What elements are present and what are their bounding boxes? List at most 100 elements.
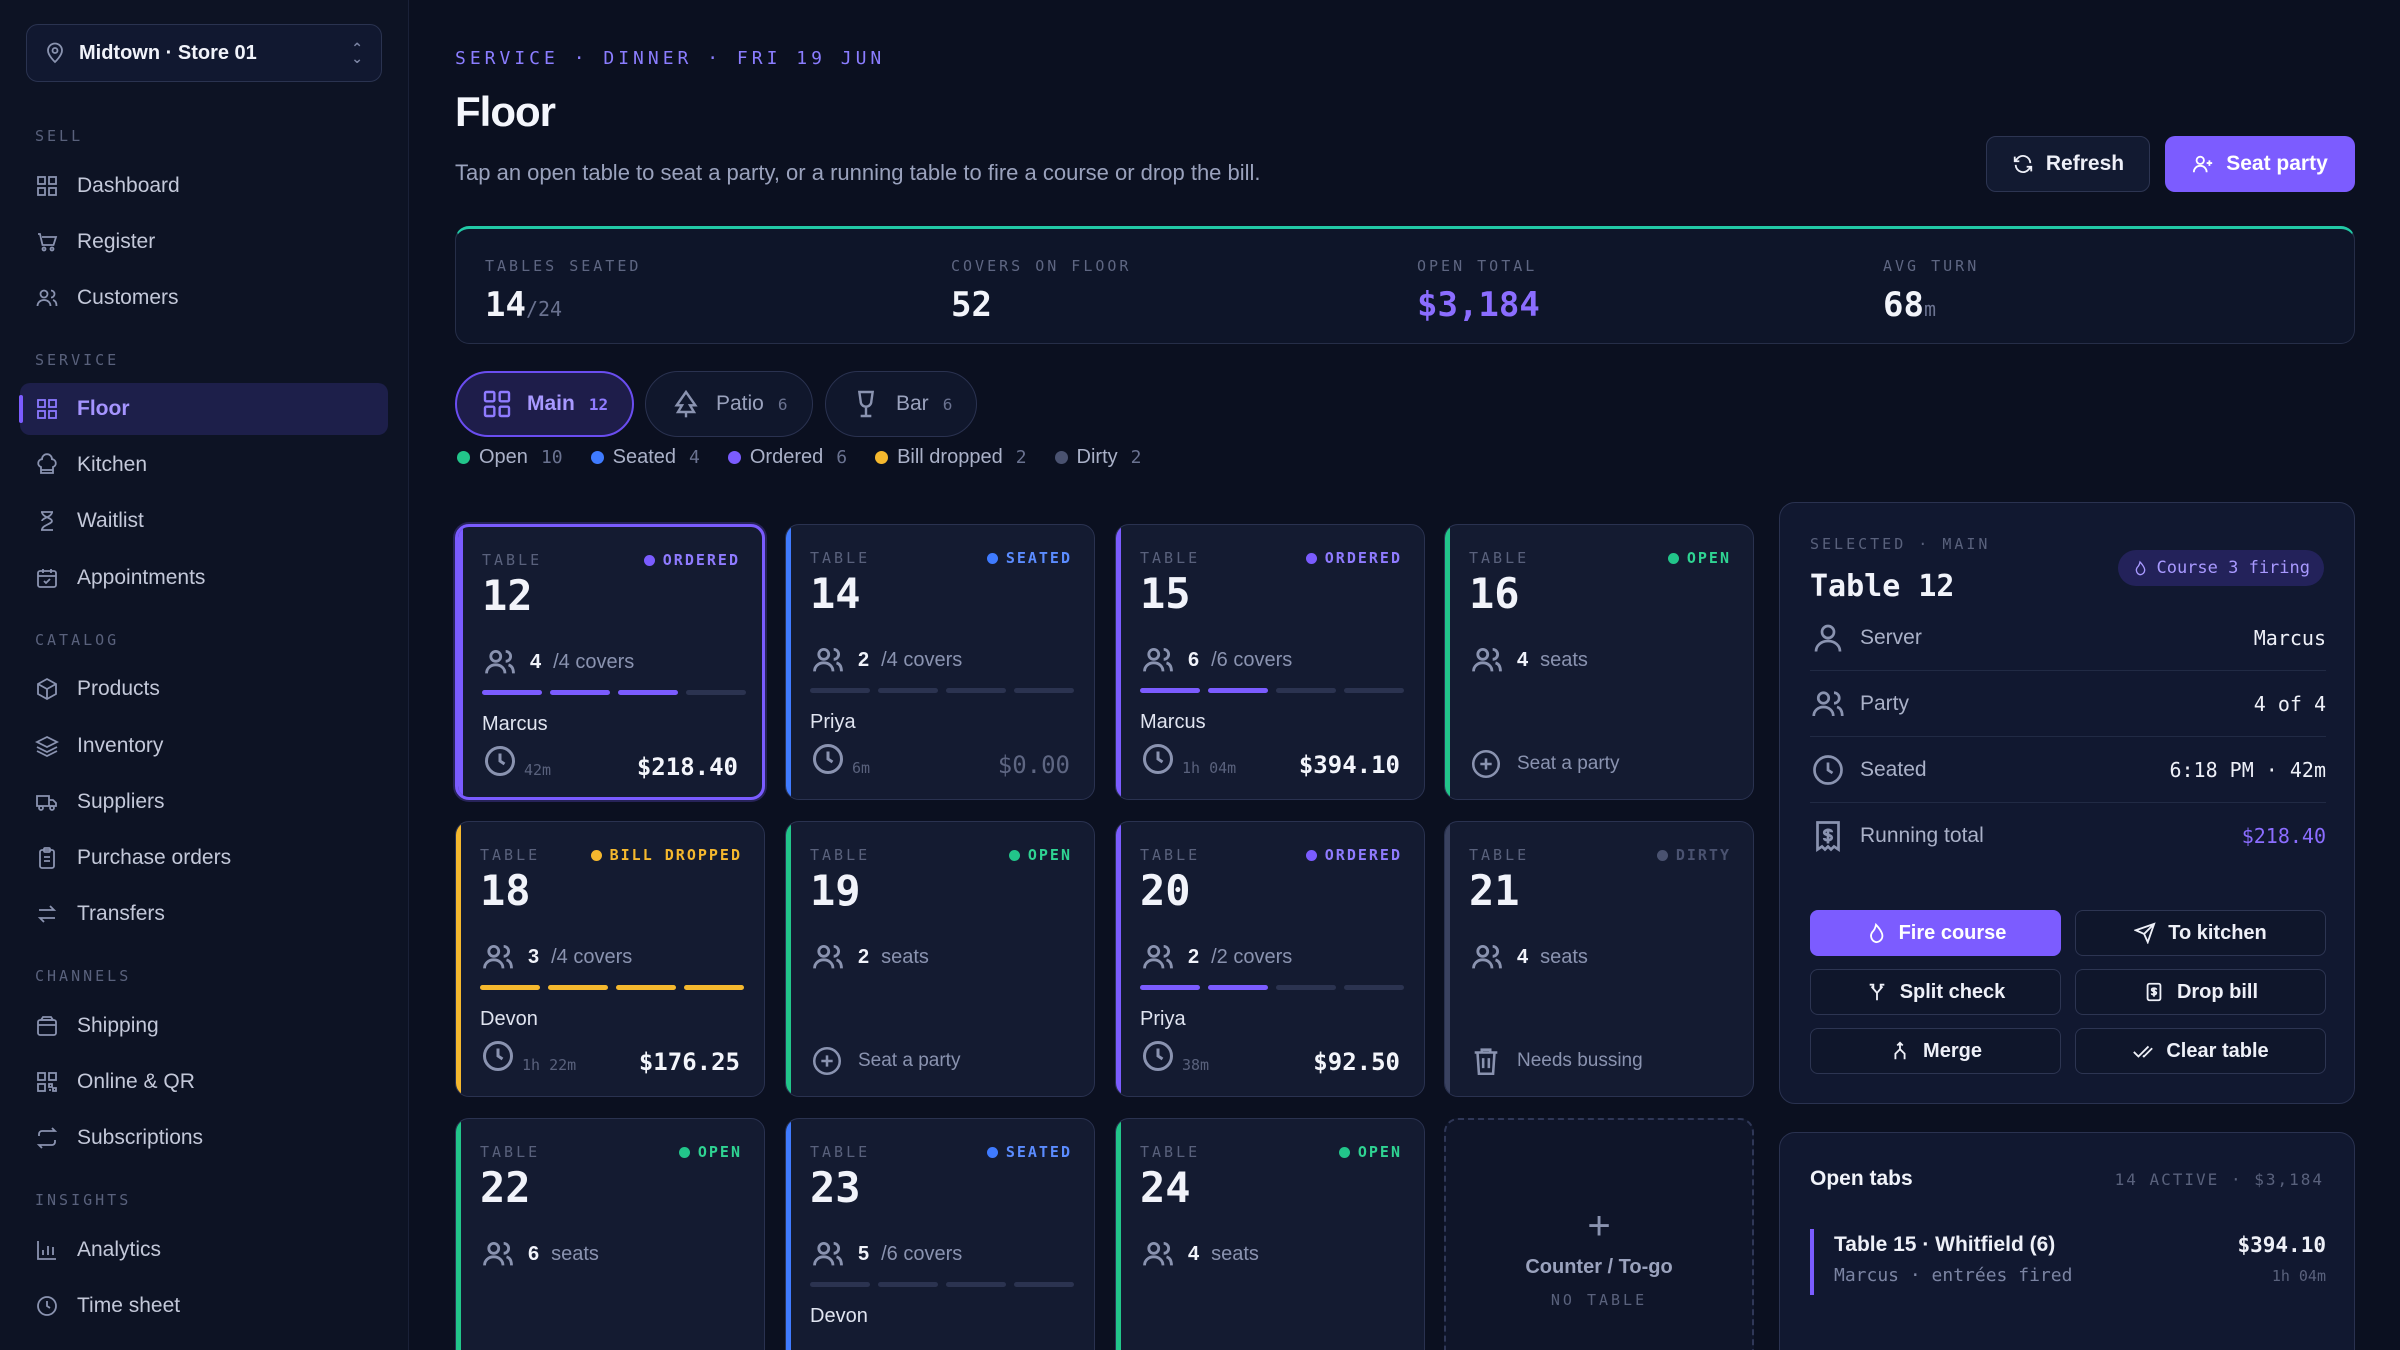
nav-item-kitchen[interactable]: Kitchen (20, 439, 388, 491)
open-tab-item[interactable]: Table 15 · Whitfield (6) Marcus · entrée… (1810, 1229, 2326, 1295)
server-name: Devon (480, 1008, 538, 1030)
split-icon (1869, 983, 1885, 1001)
covers: 6/6 covers (1140, 643, 1292, 677)
clock-icon (37, 1296, 57, 1316)
nav-item-waitlist[interactable]: Waitlist (20, 495, 388, 547)
nav-item-customers[interactable]: Customers (20, 272, 388, 324)
table-card-14[interactable]: TABLE 14 SEATED 2/4 covers Priya 6m $0.00 (785, 524, 1095, 800)
nav-item-products[interactable]: Products (20, 663, 388, 715)
refresh-label: Refresh (2045, 152, 2125, 175)
table-label: TABLE (810, 846, 871, 864)
nav-section-catalog: CATALOG (35, 631, 120, 649)
status-badge: OPEN (1338, 1143, 1402, 1161)
table-amount: $176.25 (638, 1048, 740, 1076)
store-name: Midtown · Store 01 (79, 41, 257, 64)
clock-icon (813, 744, 843, 774)
legend-ordered: Ordered 6 (727, 446, 847, 469)
table-label: TABLE (810, 549, 871, 567)
table-card-15[interactable]: TABLE 15 ORDERED 6/6 covers Marcus 1h 04m $394… (1115, 524, 1425, 800)
table-label: TABLE (1140, 549, 1201, 567)
table-card-24[interactable]: TABLE 24 OPEN 4 seats (1115, 1118, 1425, 1350)
counter-label: Counter / To-go (1525, 1256, 1673, 1278)
legend-seated: Seated 4 (590, 446, 700, 469)
table-action[interactable]: Seat a party (1469, 747, 1619, 781)
users-icon (36, 289, 58, 307)
merge-button[interactable]: Merge (1810, 1028, 2061, 1074)
to-kitchen-button[interactable]: To kitchen (2075, 910, 2326, 956)
table-card-16[interactable]: TABLE 16 OPEN 4 seats Seat a party (1444, 524, 1754, 800)
tab-bar[interactable]: Bar 6 (825, 371, 978, 437)
nav-item-time-sheet[interactable]: Time sheet (20, 1280, 388, 1332)
detail-row-total: Running total $218.40 (1810, 803, 2326, 869)
detail-row-server: Server Marcus (1810, 605, 2326, 671)
table-action[interactable]: Needs bussing (1469, 1044, 1643, 1078)
refresh-button[interactable]: Refresh (1986, 136, 2150, 192)
tab-patio[interactable]: Patio 6 (645, 371, 813, 437)
drop-bill-button[interactable]: Drop bill (2075, 969, 2326, 1015)
store-picker[interactable]: Midtown · Store 01 ⌃ ⌄ (26, 24, 382, 82)
elapsed-time: 1h 22m (480, 1038, 576, 1074)
nav-label: Subscriptions (77, 1126, 204, 1149)
seat-party-label: Seat party (2226, 152, 2328, 175)
stat-label: COVERS ON FLOOR (951, 257, 1132, 275)
nav-label: Purchase orders (77, 846, 232, 869)
table-label: TABLE (1140, 846, 1201, 864)
nav-section-channels: CHANNELS (35, 967, 132, 985)
table-card-22[interactable]: TABLE 22 OPEN 6 seats (455, 1118, 765, 1350)
stat-label: OPEN TOTAL (1417, 257, 1538, 275)
table-card-20[interactable]: TABLE 20 ORDERED 2/2 covers Priya 38m $92.50 (1115, 821, 1425, 1097)
bar-chart-icon (37, 1241, 56, 1260)
tab-label: Main (527, 392, 575, 415)
seat-party-button[interactable]: Seat party (2165, 136, 2355, 192)
nav-item-inventory[interactable]: Inventory (20, 720, 388, 772)
nav-item-dashboard[interactable]: Dashboard (20, 160, 388, 212)
table-action[interactable]: Seat a party (810, 1044, 960, 1078)
table-number: 19 (810, 866, 861, 915)
table-label: TABLE (1469, 846, 1530, 864)
legend-dirty: Dirty 2 (1054, 446, 1142, 469)
page-subtitle: Tap an open table to seat a party, or a … (455, 160, 1261, 185)
clear-table-button[interactable]: Clear table (2075, 1028, 2326, 1074)
trash-icon (1474, 1048, 1498, 1076)
chevron-updown-icon: ⌃ ⌄ (351, 40, 363, 66)
nav-label: Suppliers (77, 790, 165, 813)
table-card-19[interactable]: TABLE 19 OPEN 2 seats Seat a party (785, 821, 1095, 1097)
nav-item-purchase-orders[interactable]: Purchase orders (20, 832, 388, 884)
tab-main[interactable]: Main 12 (455, 371, 635, 437)
grid-icon (483, 390, 511, 418)
nav-item-subscriptions[interactable]: Subscriptions (20, 1112, 388, 1164)
nav-label: Products (77, 677, 160, 700)
table-amount: $92.50 (1313, 1048, 1400, 1076)
nav-item-floor[interactable]: Floor (19, 383, 388, 435)
table-card-12[interactable]: TABLE 12 ORDERED 4/4 covers Marcus 42m $218.40 (455, 524, 765, 800)
nav-item-suppliers[interactable]: Suppliers (20, 776, 388, 828)
status-badge: OPEN (678, 1143, 742, 1161)
split-check-button[interactable]: Split check (1810, 969, 2061, 1015)
sidebar: Midtown · Store 01 ⌃ ⌄ SELL Dashboard Reg… (0, 0, 409, 1350)
table-card-18[interactable]: TABLE 18 BILL DROPPED 3/4 covers Devon 1h 22m… (455, 821, 765, 1097)
nav-label: Online & QR (77, 1070, 195, 1093)
nav-item-online-qr[interactable]: Online & QR (20, 1056, 388, 1108)
nav-item-shipping[interactable]: Shipping (20, 1000, 388, 1052)
table-card-21[interactable]: TABLE 21 DIRTY 4 seats Needs bussing (1444, 821, 1754, 1097)
wine-glass-icon (857, 390, 875, 418)
nav-item-analytics[interactable]: Analytics (20, 1224, 388, 1276)
table-card-23[interactable]: TABLE 23 SEATED 5/6 covers Devon (785, 1118, 1095, 1350)
covers: 2 seats (810, 940, 929, 974)
users-icon (1812, 690, 1844, 716)
status-legend: Open 10 Seated 4 Ordered 6 Bill dropped 2 Di… (457, 446, 1142, 469)
counter-to-go-card[interactable]: + Counter / To-go NO TABLE (1444, 1118, 1754, 1350)
users-icon (813, 647, 843, 672)
covers: 2/2 covers (1140, 940, 1292, 974)
nav-item-appointments[interactable]: Appointments (20, 552, 388, 604)
tab-name: Table 15 · Whitfield (6) (1834, 1233, 2056, 1256)
server-name: Marcus (1140, 711, 1206, 733)
users-icon (1472, 647, 1502, 672)
fire-course-button[interactable]: Fire course (1810, 910, 2061, 956)
nav-item-register[interactable]: Register (20, 216, 388, 268)
nav-item-transfers[interactable]: Transfers (20, 888, 388, 940)
nav-label: Time sheet (77, 1294, 181, 1317)
status-badge: OPEN (1667, 549, 1731, 567)
users-icon (1472, 944, 1502, 969)
nav-label: Shipping (77, 1014, 159, 1037)
